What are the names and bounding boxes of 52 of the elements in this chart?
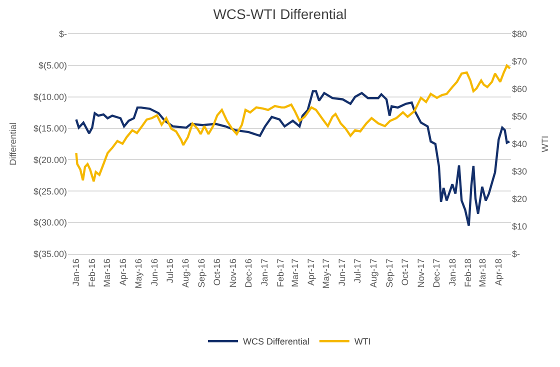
- y-tick-label: $(30.00): [33, 218, 67, 228]
- x-tick-label: May-16: [133, 258, 144, 289]
- y-tick-label: $(35.00): [33, 249, 67, 260]
- y2-axis-title: WTI: [540, 136, 550, 152]
- x-tick-label: Nov-17: [416, 258, 426, 288]
- x-tick-label: Feb-17: [275, 258, 286, 288]
- x-tick-label: Aug-17: [368, 258, 379, 288]
- x-tick-label: Oct-17: [400, 258, 410, 286]
- x-tick-label: May-17: [321, 258, 332, 289]
- x-tick-label: Aug-16: [180, 258, 191, 288]
- y-tick-label: $(5.00): [38, 60, 67, 71]
- y2-tick-label: $70: [512, 56, 528, 67]
- y2-tick-label: $-: [512, 249, 520, 260]
- legend-label: WTI: [354, 336, 371, 347]
- x-tick-label: Oct-16: [212, 258, 222, 286]
- y2-tick-label: $40: [512, 139, 528, 150]
- x-tick-label: Mar-18: [478, 258, 488, 288]
- x-tick-label: Dec-17: [431, 258, 442, 288]
- x-tick-label: Jul-16: [164, 258, 175, 284]
- x-tick-label: Feb-16: [87, 258, 98, 288]
- line-series: [75, 90, 511, 227]
- chart-title: WCS-WTI Differential: [213, 6, 347, 22]
- y2-tick-label: $10: [512, 222, 528, 232]
- y-tick-label: $(15.00): [33, 123, 67, 134]
- y-tick-label: $(25.00): [33, 186, 67, 196]
- y-tick-label: $(10.00): [33, 92, 67, 102]
- x-tick-label: Jan-18: [447, 258, 458, 286]
- x-tick-label: Feb-18: [463, 258, 474, 288]
- x-tick-label: Apr-17: [306, 258, 316, 286]
- legend-label: WCS Differential: [243, 336, 310, 347]
- x-tick-label: Sep-17: [384, 258, 394, 288]
- y2-tick-label: $50: [512, 112, 528, 122]
- x-tick-label: Nov-16: [228, 258, 238, 288]
- x-tick-label: Jun-17: [337, 258, 348, 286]
- x-tick-label: Sep-16: [196, 258, 207, 288]
- x-tick-label: Mar-17: [290, 258, 300, 288]
- y2-tick-label: $20: [512, 194, 528, 204]
- x-tick-label: Mar-16: [102, 258, 112, 288]
- x-tick-label: Apr-18: [494, 258, 504, 286]
- y2-tick-label: $30: [512, 166, 528, 177]
- y2-tick-label: $60: [512, 84, 528, 94]
- x-tick-label: Jun-16: [149, 258, 160, 286]
- y-axis-title: Differential: [8, 122, 18, 166]
- y-tick-label: $(20.00): [33, 154, 67, 165]
- x-tick-label: Apr-16: [118, 258, 128, 286]
- y-tick-label: $-: [58, 29, 67, 40]
- x-tick-label: Jan-17: [259, 258, 270, 286]
- x-tick-label: Jul-17: [352, 258, 363, 284]
- line-series: [75, 64, 511, 182]
- x-tick-label: Jan-16: [71, 258, 82, 286]
- y2-tick-label: $80: [512, 29, 528, 40]
- x-tick-label: Dec-16: [244, 258, 254, 288]
